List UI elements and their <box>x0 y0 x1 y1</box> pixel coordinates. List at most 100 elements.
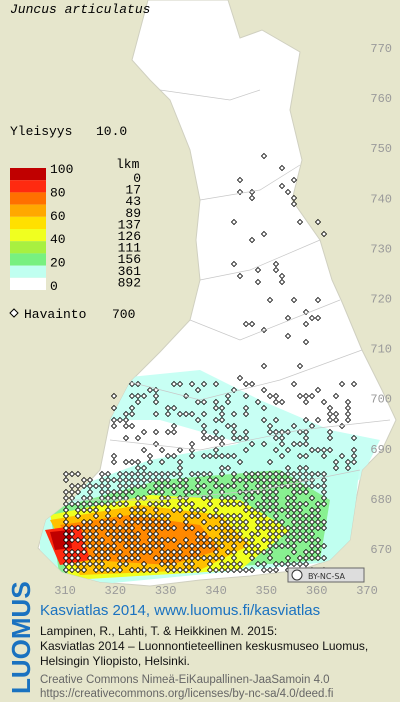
observation-dot <box>104 482 112 490</box>
observation-dot <box>74 560 82 568</box>
observation-dot <box>152 518 160 526</box>
observation-dot <box>230 530 238 538</box>
observation-dot <box>152 398 160 406</box>
observation-dot <box>62 470 70 478</box>
observation-dot <box>212 554 220 562</box>
y-coordinate: 750 <box>370 142 392 156</box>
observation-dot <box>158 488 166 496</box>
observation-dot <box>122 434 130 442</box>
observation-dot <box>110 518 118 526</box>
observation-dot <box>248 548 256 556</box>
observation-dot <box>278 398 286 406</box>
observation-dot <box>104 524 112 532</box>
observation-dot <box>164 560 172 568</box>
observation-dot <box>212 428 220 436</box>
observation-dot <box>290 476 298 484</box>
observation-dot <box>62 512 70 520</box>
observation-dot <box>146 512 154 520</box>
observation-dot <box>290 506 298 514</box>
observation-dot <box>134 536 142 544</box>
observation-dot <box>308 470 316 478</box>
license-url[interactable]: https://creativecommons.org/licenses/by-… <box>40 688 333 700</box>
observation-dot <box>260 506 268 514</box>
observation-dot <box>92 482 100 490</box>
observation-dot <box>110 536 118 544</box>
observation-dot <box>110 458 118 466</box>
observation-dot <box>194 512 202 520</box>
observation-dot <box>146 386 154 394</box>
observation-dot <box>224 518 232 526</box>
observation-dot <box>86 518 94 526</box>
observation-dot <box>296 500 304 508</box>
observation-dot <box>212 404 220 412</box>
observation-dot <box>206 560 214 568</box>
observation-dot <box>284 464 292 472</box>
observation-dot <box>278 560 286 568</box>
observation-dot <box>248 512 256 520</box>
observation-dot <box>290 194 298 202</box>
observation-dot <box>74 566 82 574</box>
observation-dot <box>284 524 292 532</box>
observation-dot <box>134 470 142 478</box>
atlas-link[interactable]: Kasviatlas 2014, www.luomus.fi/kasviatla… <box>40 602 320 619</box>
observation-dot <box>200 422 208 430</box>
observation-dot <box>284 332 292 340</box>
observation-dot <box>194 470 202 478</box>
observation-dot <box>248 506 256 514</box>
observation-dot <box>314 314 322 322</box>
observation-dot <box>254 476 262 484</box>
observation-dot <box>152 554 160 562</box>
legend-swatch <box>10 216 46 229</box>
observation-dot <box>104 542 112 550</box>
observation-dot <box>152 500 160 508</box>
observation-dot <box>236 458 244 466</box>
observation-dot <box>98 548 106 556</box>
observation-dot <box>140 548 148 556</box>
observation-dot <box>212 452 220 460</box>
legend-count: 126 <box>118 229 141 244</box>
observation-dot <box>278 278 286 286</box>
observation-dot <box>140 464 148 472</box>
observation-dot <box>308 482 316 490</box>
observation-dot <box>218 404 226 412</box>
legend-count: 17 <box>125 183 141 198</box>
license-badge-text: BY-NC-SA <box>308 572 346 581</box>
citation-line: Kasviatlas 2014 – Luonnontieteellinen ke… <box>40 639 368 653</box>
observation-dot <box>122 518 130 526</box>
observation-dot <box>164 536 172 544</box>
observation-dot <box>122 542 130 550</box>
observation-dot <box>218 482 226 490</box>
observation-dot <box>290 518 298 526</box>
observation-dot <box>176 566 184 574</box>
observation-dot <box>176 548 184 556</box>
observation-dot <box>200 506 208 514</box>
observation-dot <box>272 488 280 496</box>
observation-dot <box>170 404 178 412</box>
observation-dot <box>200 380 208 388</box>
observation-dot <box>266 488 274 496</box>
observation-dot <box>110 500 118 508</box>
observation-dot <box>182 560 190 568</box>
observation-dot <box>230 500 238 508</box>
observation-dot <box>68 548 76 556</box>
observation-dot <box>290 422 298 430</box>
legend-swatch <box>10 277 46 290</box>
observation-dot <box>218 416 226 424</box>
observation-dot <box>80 566 88 574</box>
observation-dot <box>62 524 70 532</box>
observation-dot <box>188 554 196 562</box>
observation-dot <box>296 428 304 436</box>
observation-dot <box>176 380 184 388</box>
observation-dot <box>242 524 250 532</box>
observation-dot <box>194 398 202 406</box>
observation-dot <box>254 512 262 520</box>
observation-dot <box>308 314 316 322</box>
observation-symbol <box>9 308 19 318</box>
observation-label: Havainto <box>24 307 86 322</box>
observation-dot <box>80 482 88 490</box>
observation-dot <box>206 488 214 496</box>
observation-dot <box>332 410 340 418</box>
observation-dot <box>116 416 124 424</box>
observation-dot <box>188 380 196 388</box>
observation-dot <box>260 440 268 448</box>
